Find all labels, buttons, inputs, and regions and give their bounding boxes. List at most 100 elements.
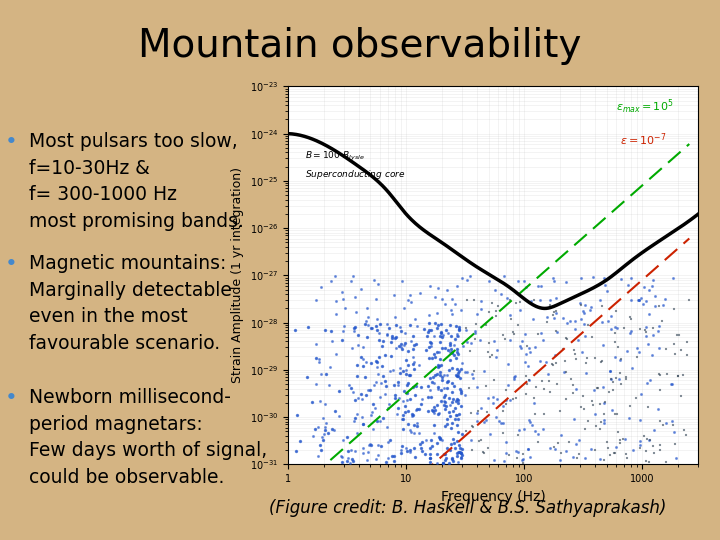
- Point: [361, 321, 373, 329]
- Point: [467, 374, 479, 383]
- Point: [357, 355, 369, 364]
- Point: [522, 362, 534, 370]
- Point: [450, 396, 462, 405]
- Point: [451, 411, 463, 420]
- Point: [362, 313, 374, 321]
- Point: [441, 370, 452, 379]
- Point: [490, 312, 501, 321]
- Point: [547, 311, 559, 320]
- Point: [451, 364, 462, 373]
- Point: [447, 395, 459, 404]
- Point: [434, 354, 446, 363]
- Point: [290, 447, 302, 455]
- Point: [441, 285, 453, 294]
- Point: [446, 454, 458, 462]
- Point: [546, 360, 558, 368]
- Point: [510, 394, 522, 403]
- Point: [454, 441, 465, 450]
- Point: [455, 448, 467, 457]
- Point: [436, 329, 447, 338]
- Point: [405, 337, 417, 346]
- Point: [505, 395, 516, 404]
- Point: [439, 390, 451, 399]
- Point: [377, 337, 389, 346]
- Point: [606, 375, 617, 383]
- Point: [454, 448, 465, 457]
- Point: [469, 367, 480, 376]
- Point: [411, 405, 423, 414]
- Point: [551, 306, 562, 315]
- Point: [446, 418, 457, 427]
- Point: [446, 295, 457, 303]
- Point: [444, 339, 456, 347]
- Point: [392, 381, 404, 390]
- Point: [552, 327, 563, 336]
- Point: [424, 454, 436, 463]
- Point: [395, 448, 407, 457]
- Point: [590, 354, 601, 363]
- Point: [504, 311, 516, 320]
- Point: [640, 323, 652, 332]
- Point: [363, 440, 374, 449]
- Point: [372, 416, 383, 425]
- Point: [438, 456, 450, 464]
- Point: [577, 392, 588, 400]
- Point: [423, 343, 435, 352]
- Point: [568, 381, 580, 389]
- Point: [350, 308, 361, 316]
- Point: [343, 447, 354, 456]
- Point: [377, 372, 389, 380]
- Point: [438, 396, 449, 405]
- Point: [532, 438, 544, 447]
- Point: [488, 456, 500, 465]
- Point: [647, 276, 658, 285]
- Point: [351, 372, 362, 381]
- Point: [446, 349, 458, 357]
- Point: [652, 326, 664, 335]
- Point: [418, 325, 430, 333]
- Point: [363, 386, 374, 395]
- Point: [642, 340, 654, 348]
- Point: [534, 356, 546, 365]
- Point: [346, 343, 358, 352]
- Point: [407, 332, 418, 341]
- Point: [411, 421, 423, 430]
- Point: [672, 372, 684, 380]
- Point: [401, 381, 413, 389]
- Point: [551, 294, 562, 302]
- Point: [358, 420, 369, 429]
- Point: [552, 438, 564, 447]
- Point: [444, 412, 455, 421]
- Point: [456, 450, 467, 459]
- Text: •: •: [5, 254, 18, 274]
- Point: [445, 306, 456, 315]
- Point: [495, 290, 507, 299]
- Point: [450, 371, 462, 380]
- Point: [631, 353, 642, 361]
- Point: [449, 299, 461, 308]
- Point: [433, 408, 444, 417]
- Point: [563, 438, 575, 447]
- Point: [325, 363, 336, 372]
- Point: [461, 368, 472, 376]
- Point: [643, 458, 654, 467]
- Point: [453, 325, 464, 334]
- Point: [449, 341, 460, 349]
- Point: [423, 326, 434, 334]
- Point: [469, 328, 481, 337]
- Point: [605, 312, 616, 320]
- Point: [595, 418, 607, 427]
- Point: [425, 458, 436, 467]
- Point: [422, 393, 433, 402]
- Point: [602, 317, 613, 326]
- Point: [428, 408, 440, 417]
- Point: [329, 407, 341, 415]
- Point: [542, 369, 554, 378]
- Point: [605, 325, 616, 334]
- Point: [410, 382, 422, 390]
- Point: [646, 350, 657, 359]
- Point: [454, 323, 465, 332]
- Point: [382, 329, 393, 338]
- Point: [670, 349, 681, 358]
- Point: [433, 385, 444, 394]
